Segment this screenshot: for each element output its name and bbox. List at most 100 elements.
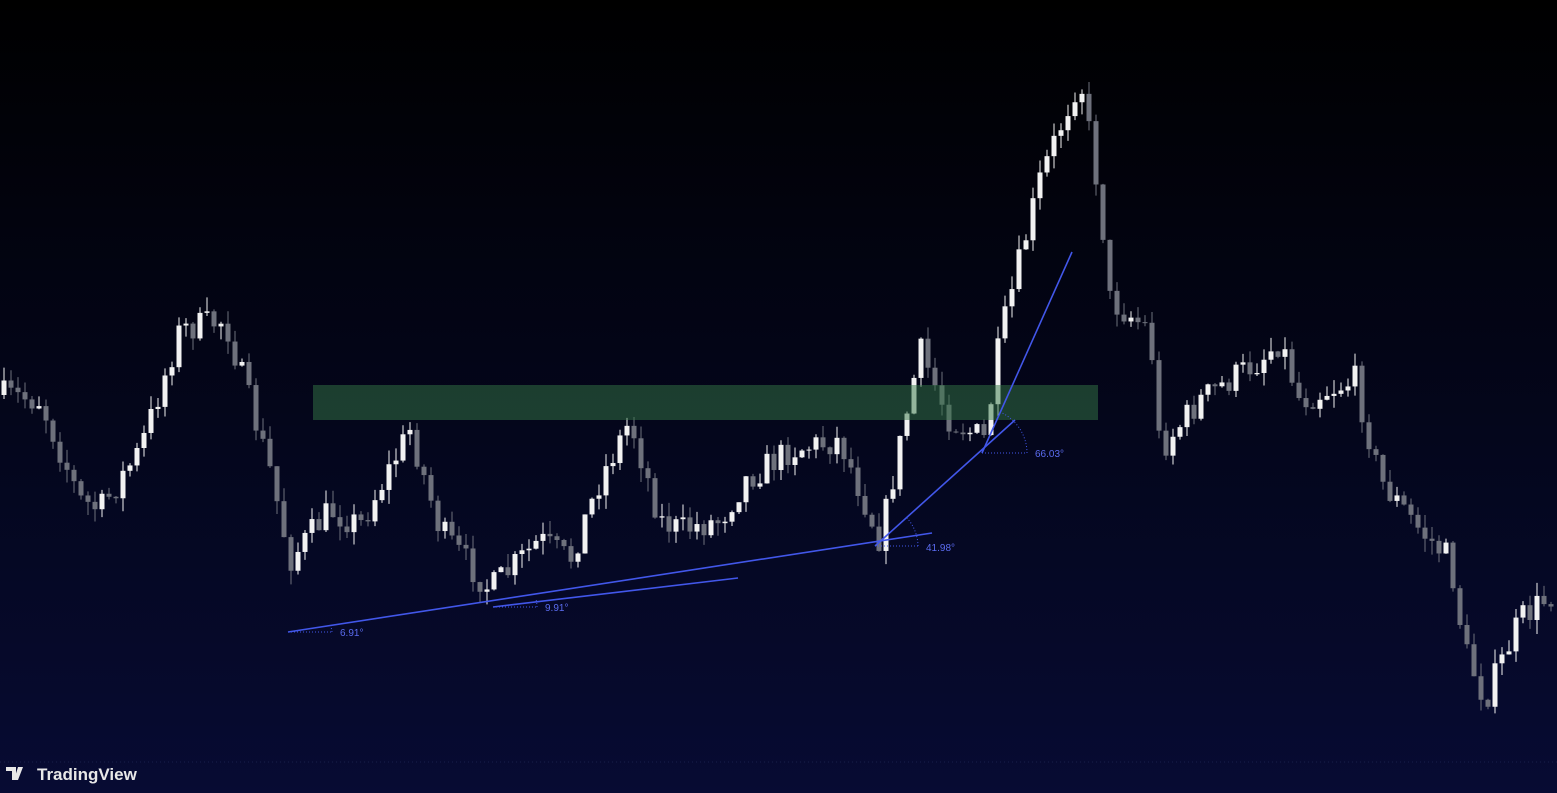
candle-body — [505, 567, 511, 576]
candle-body — [932, 367, 938, 386]
candle-body — [99, 493, 105, 510]
candle-body — [372, 500, 378, 522]
candle-body — [477, 582, 483, 592]
candle-body — [449, 521, 455, 536]
candle-body — [1296, 382, 1302, 399]
candle-body — [1373, 449, 1379, 455]
candle-body — [652, 478, 658, 518]
candle-body — [1156, 360, 1162, 431]
candle-body — [1149, 322, 1155, 361]
candle-body — [540, 533, 546, 541]
candle-body — [288, 537, 294, 571]
angle-label: 66.03° — [1035, 449, 1064, 460]
angle-label: 9.91° — [545, 603, 568, 614]
candle-body — [1520, 605, 1526, 618]
candle-body — [1359, 365, 1365, 423]
candle-body — [687, 517, 693, 532]
candle-body — [827, 447, 833, 455]
candle-body — [883, 498, 889, 551]
candle-body — [57, 441, 63, 463]
candle-body — [589, 498, 595, 515]
candle-body — [1170, 436, 1176, 456]
trend-line — [981, 251, 1073, 454]
candle-body — [1002, 306, 1008, 339]
candle-body — [29, 399, 35, 409]
candle-body — [225, 323, 231, 342]
candle-body — [1247, 362, 1253, 375]
candle-body — [799, 450, 805, 458]
candle-body — [1051, 135, 1057, 157]
candle-body — [960, 432, 966, 435]
candle-body — [778, 444, 784, 471]
candle-body — [981, 424, 987, 436]
candle-body — [1212, 384, 1218, 387]
candle-body — [1233, 364, 1239, 391]
candle-body — [638, 438, 644, 469]
logo-icon — [6, 767, 23, 780]
candle-body — [351, 514, 357, 533]
candle-body — [659, 516, 665, 518]
angle-guide — [493, 598, 538, 608]
angle-label: 6.91° — [340, 628, 363, 639]
candle-body — [1016, 249, 1022, 290]
candle-body — [260, 430, 266, 439]
logo: TradingView — [6, 765, 138, 784]
candle-body — [183, 323, 189, 326]
trend-line — [492, 577, 739, 608]
candle-body — [8, 380, 14, 388]
candle-body — [701, 524, 707, 536]
candle-body — [204, 311, 210, 313]
candle-body — [1394, 495, 1400, 501]
candle-body — [1254, 373, 1260, 375]
candle-body — [1275, 351, 1281, 357]
candle-body — [442, 521, 448, 532]
candle-body — [1065, 116, 1071, 131]
candle-body — [1485, 699, 1491, 707]
candle-body — [953, 431, 959, 433]
candle-body — [470, 548, 476, 583]
candle-body — [1009, 289, 1015, 307]
trend-lines — [287, 251, 1073, 633]
candle-body — [1030, 198, 1036, 241]
candle-body — [743, 476, 749, 503]
candle-body — [1079, 93, 1085, 103]
trend-line — [287, 532, 933, 633]
candle-body — [757, 483, 763, 487]
candle-body — [1128, 317, 1134, 322]
candle-body — [1268, 351, 1274, 360]
candle-body — [554, 536, 560, 540]
candle-body — [428, 475, 434, 501]
candle-body — [750, 476, 756, 487]
trend-line — [874, 419, 1016, 547]
candle-body — [771, 453, 777, 471]
angle-guide — [875, 517, 919, 547]
candle-body — [309, 519, 315, 533]
candle-body — [1408, 504, 1414, 515]
candle-body — [1506, 651, 1512, 655]
candle-body — [995, 338, 1001, 405]
candle-body — [736, 502, 742, 513]
candle-body — [582, 514, 588, 554]
angle-guide — [288, 626, 333, 633]
candle-body — [1380, 454, 1386, 482]
candle-body — [1436, 540, 1442, 554]
candle-body — [36, 406, 42, 409]
candle-body — [1527, 605, 1533, 620]
candle-body — [274, 466, 280, 502]
candle-body — [1464, 624, 1470, 645]
candle-body — [596, 495, 602, 499]
zone — [313, 385, 1098, 420]
candle-body — [694, 524, 700, 532]
candle-body — [1401, 495, 1407, 505]
candle-body — [1044, 156, 1050, 173]
candle-body — [631, 425, 637, 439]
candle-body — [519, 550, 525, 555]
candle-body — [358, 514, 364, 521]
candle-body — [1387, 481, 1393, 501]
candle-body — [715, 520, 721, 524]
candle-body — [1037, 172, 1043, 199]
candle-body — [120, 470, 126, 499]
logo-text: TradingView — [37, 765, 138, 784]
candle-body — [1471, 644, 1477, 677]
candle-body — [302, 532, 308, 552]
